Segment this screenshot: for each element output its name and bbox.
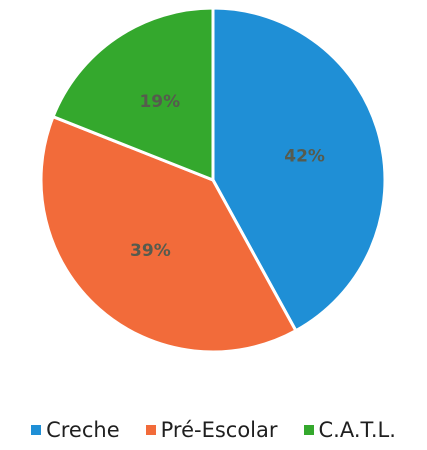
pie-chart: 42% 39% 19% [39,6,387,354]
legend-item-catl: C.A.T.L. [303,418,396,442]
pie-slice-catl [51,6,215,183]
data-label-catl: 19% [139,92,180,112]
legend-swatch-creche [31,425,42,435]
pie-slice-pre-escolar [39,114,298,354]
data-label-creche: 42% [284,147,325,167]
data-label-pre-escolar: 39% [130,241,171,261]
pie-slice-creche [211,6,387,333]
legend-item-pre-escolar: Pré-Escolar [145,418,278,442]
legend-swatch-pre-escolar [145,425,156,435]
legend-label-catl: C.A.T.L. [318,418,396,442]
legend-item-creche: Creche [31,418,120,442]
legend-label-creche: Creche [46,418,120,442]
legend-swatch-catl [303,425,314,435]
legend-label-pre-escolar: Pré-Escolar [160,418,278,442]
chart-legend: Creche Pré-Escolar C.A.T.L. [0,418,427,442]
